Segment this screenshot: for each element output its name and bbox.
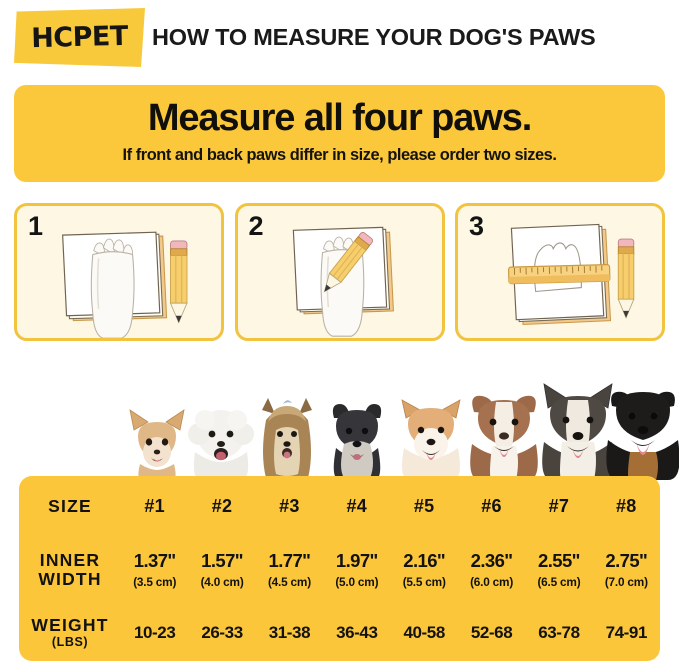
width-cm-6: (6.0 cm) [470,574,514,589]
cell-width-2: 1.57" (4.0 cm) [188,550,255,589]
row-label-inner: INNER [39,550,101,571]
inner-width-cells: 1.37" (3.5 cm) 1.57" (4.0 cm) 1.77" (4.5… [121,550,660,589]
brand-logo: HCPET [30,20,129,55]
width-in-1: 1.37" [133,550,176,572]
width-cm-4: (5.0 cm) [335,574,379,589]
table-row-weight: WEIGHT (LBS) 10-23 26-33 31-38 36-43 40-… [19,604,660,661]
cell-size-3: #3 [279,495,300,516]
step-panel-2: 2 [234,203,445,341]
cell-weight-4: 36-43 [336,622,378,642]
ruler-measure-icon [507,223,635,326]
dog-shiba-inu [396,396,466,480]
dog-yorkshire-terrier [256,396,318,480]
width-in-2: 1.57" [201,550,243,572]
dog-rottweiler [606,380,679,480]
tracing-paw-icon [292,226,394,337]
width-cm-3: (4.5 cm) [267,574,311,589]
cell-width-8: 2.75" (7.0 cm) [593,550,660,589]
cell-width-7: 2.55" (6.5 cm) [525,550,592,589]
row-label-size: SIZE [19,495,121,516]
width-in-6: 2.36" [470,550,513,572]
logo-plate [14,8,145,67]
row-label-weight: WEIGHT (LBS) [19,614,121,650]
table-row-size: SIZE #1 #2 #3 #4 #5 #6 #7 #8 [19,476,660,536]
weight-cells: 10-23 26-33 31-38 36-43 40-58 52-68 63-7… [121,623,660,643]
width-in-3: 1.77" [268,550,311,572]
dog-australian-shepherd [466,388,542,480]
cell-weight-5: 40-58 [403,622,445,642]
cell-width-3: 1.77" (4.5 cm) [256,550,323,589]
cell-weight-3: 31-38 [268,622,311,642]
dog-chihuahua [126,408,188,480]
banner-subtitle: If front and back paws differ in size, p… [122,145,557,164]
width-cm-2: (4.0 cm) [200,574,244,589]
step-number-2: 2 [248,211,264,241]
width-cm-1: (3.5 cm) [133,574,177,589]
width-cm-5: (5.5 cm) [402,574,446,589]
step-panel-3: 3 [455,203,665,341]
step-panel-1: 1 [14,203,224,341]
table-row-inner-width: INNER WIDTH 1.37" (3.5 cm) 1.57" (4.0 cm… [19,536,660,604]
cell-width-5: 2.16" (5.5 cm) [391,550,458,589]
cell-weight-7: 63-78 [538,622,580,642]
cell-weight-8: 74-91 [605,622,648,642]
cell-size-1: #1 [144,495,165,516]
dog-alaskan-malamute [538,382,618,480]
steps-row: 1 [14,203,665,341]
dog-breeds-strip [0,368,679,480]
cell-size-7: #7 [548,495,570,516]
cell-width-4: 1.97" (5.0 cm) [323,550,390,589]
step-number-1: 1 [28,211,43,241]
size-chart-table: SIZE #1 #2 #3 #4 #5 #6 #7 #8 INNER WIDTH… [19,476,660,661]
paw-on-paper-icon [62,231,188,338]
banner: Measure all four paws. If front and back… [14,85,665,182]
banner-title: Measure all four paws. [147,97,532,140]
dog-bichon-frise [187,404,255,480]
row-label-weight-main: WEIGHT [31,614,109,635]
cell-width-1: 1.37" (3.5 cm) [121,550,188,589]
cell-size-6: #6 [481,495,502,516]
size-cells: #1 #2 #3 #4 #5 #6 #7 #8 [121,496,660,517]
row-label-width: WIDTH [38,569,102,589]
cell-size-4: #4 [346,495,368,516]
width-in-7: 2.55" [538,550,580,572]
step-number-3: 3 [469,211,484,241]
cell-size-5: #5 [413,495,435,516]
cell-weight-2: 26-33 [201,622,243,642]
row-label-size-main: SIZE [48,495,92,516]
width-in-8: 2.75" [605,550,648,572]
row-label-weight-sub: (LBS) [51,635,89,650]
row-label-inner-width: INNER WIDTH [19,551,121,589]
page-title: HOW TO MEASURE YOUR DOG'S PAWS [152,24,596,50]
dog-schnauzer [326,400,388,480]
width-in-5: 2.16" [403,550,446,572]
cell-weight-1: 10-23 [133,622,176,642]
width-cm-7: (6.5 cm) [537,574,581,589]
cell-width-6: 2.36" (6.0 cm) [458,550,525,589]
header: HCPET HOW TO MEASURE YOUR DOG'S PAWS [0,0,679,78]
cell-size-8: #8 [616,495,637,516]
width-in-4: 1.97" [335,550,378,572]
cell-weight-6: 52-68 [470,622,513,642]
width-cm-8: (7.0 cm) [604,574,648,589]
cell-size-2: #2 [211,495,233,516]
